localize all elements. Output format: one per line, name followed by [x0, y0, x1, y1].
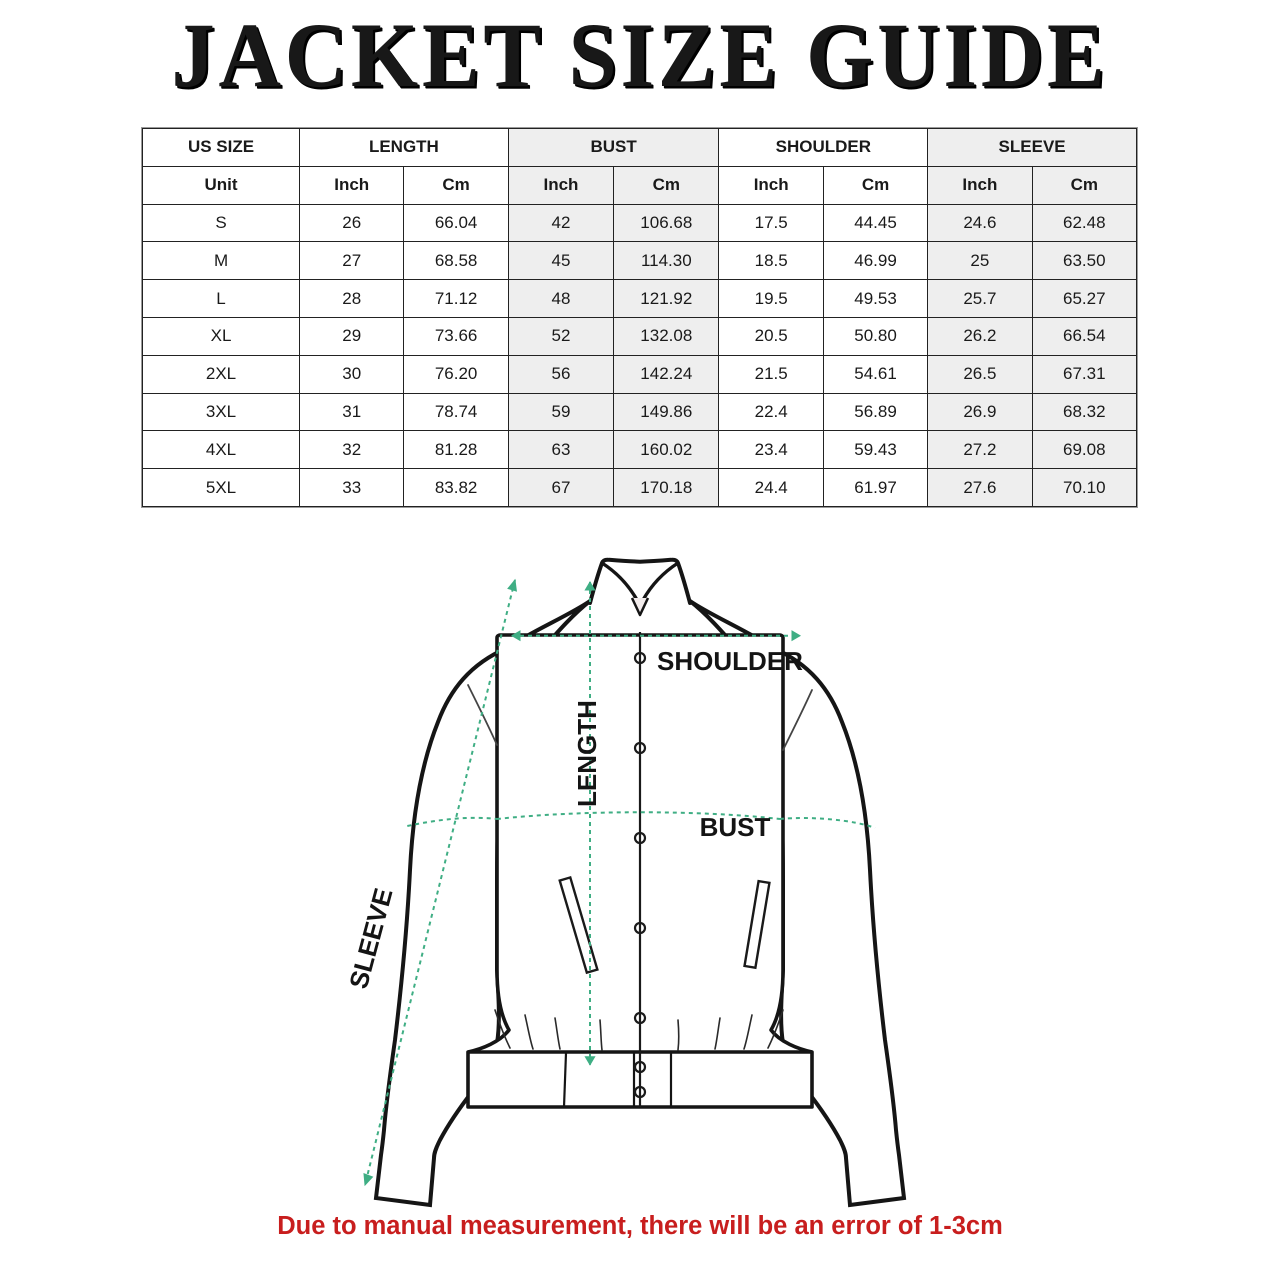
svg-text:BUST: BUST — [700, 812, 771, 842]
svg-text:SHOULDER: SHOULDER — [657, 646, 803, 676]
